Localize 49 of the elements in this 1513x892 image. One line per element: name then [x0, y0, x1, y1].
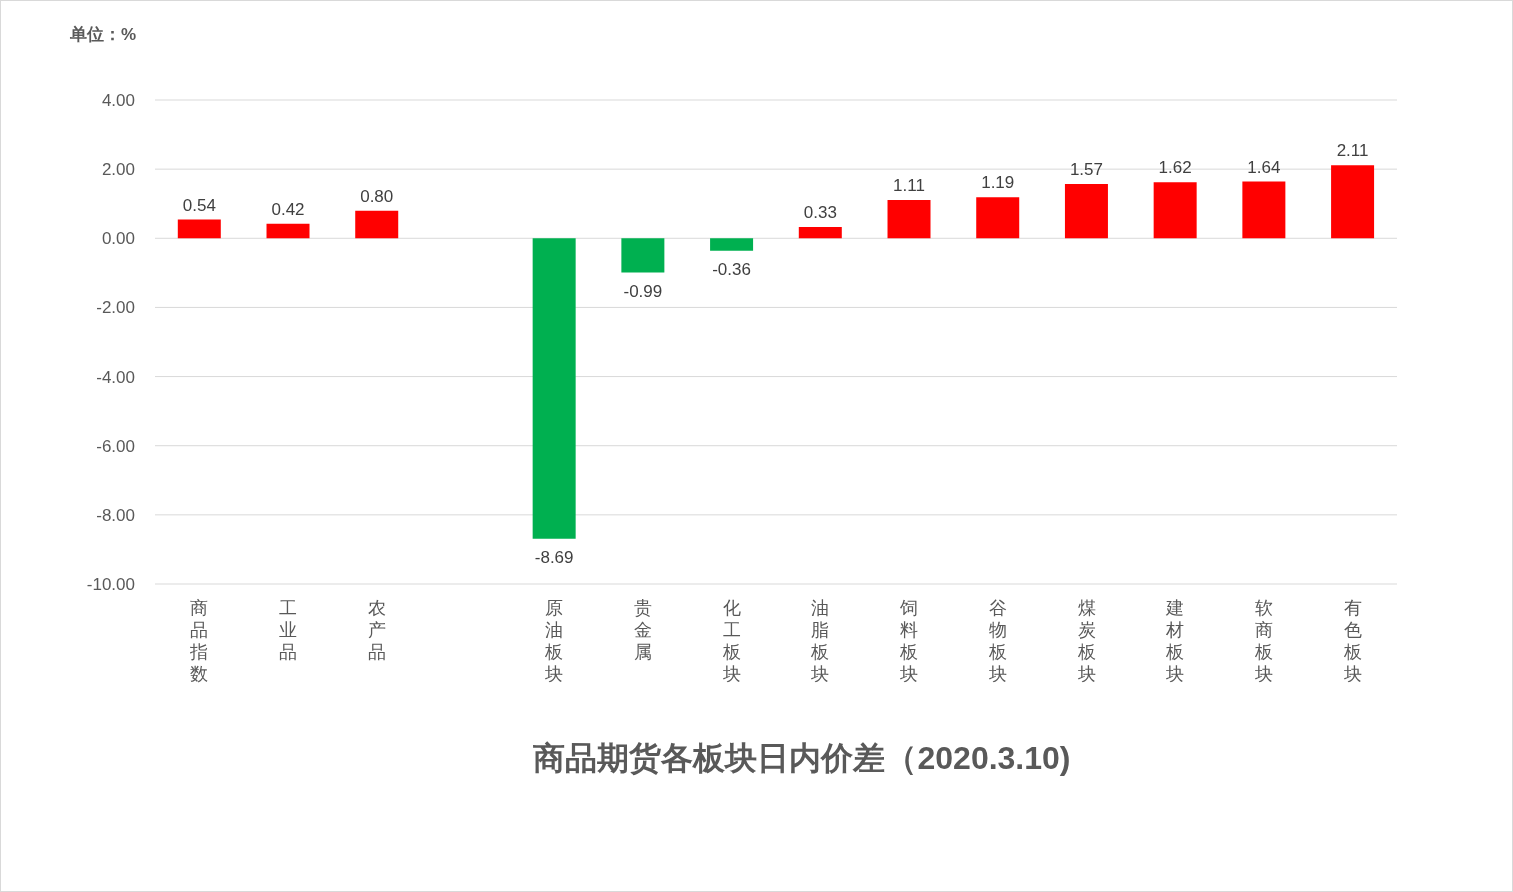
x-tick-label: 煤炭板块: [1076, 598, 1096, 684]
x-tick-label: 有色板块: [1342, 598, 1362, 684]
bar: [710, 238, 754, 251]
y-tick-label: -2.00: [96, 298, 135, 318]
x-tick-label: 贵金属: [633, 598, 652, 662]
bar: [1331, 165, 1375, 239]
x-tick-label: 谷物板块: [987, 598, 1007, 684]
data-label: 1.57: [1069, 160, 1103, 180]
bar: [887, 199, 931, 239]
data-label: -8.69: [534, 547, 574, 567]
data-label: 0.54: [182, 195, 216, 215]
x-tick-label: 饲料板块: [899, 598, 919, 684]
data-label: 1.62: [1158, 158, 1192, 178]
bar: [798, 226, 842, 239]
x-tick-label: 农产品: [367, 598, 386, 662]
bar: [1242, 181, 1286, 239]
data-label: -0.99: [623, 281, 663, 301]
data-label: 2.11: [1336, 141, 1369, 161]
data-label: -0.36: [712, 259, 751, 279]
text: 商品期货各板块日内价差（2020.3.10): [532, 739, 1072, 778]
y-tick-label: -8.00: [96, 505, 135, 525]
y-tick-label: -10.00: [86, 575, 135, 595]
data-label: 1.64: [1247, 157, 1281, 177]
bar: [355, 210, 399, 239]
bar: [266, 223, 310, 239]
data-label: 0.80: [360, 186, 394, 206]
data-label: 0.42: [271, 199, 305, 219]
data-label: 0.33: [803, 202, 837, 222]
bar: [1153, 182, 1197, 239]
y-tick-label: 2.00: [101, 160, 135, 180]
x-tick-label: 商品指数: [189, 598, 209, 684]
bar: [177, 219, 221, 239]
y-tick-label: 0.00: [101, 229, 135, 249]
bar: [1064, 184, 1108, 239]
bar: [976, 197, 1020, 239]
y-tick-label: -6.00: [96, 436, 135, 456]
x-tick-label: 软商板块: [1253, 598, 1273, 684]
data-label: 1.11: [893, 175, 925, 195]
x-tick-label: 化工板块: [721, 598, 741, 684]
x-tick-label: 原油板块: [544, 598, 564, 684]
y-axis-title: 单位：%: [70, 24, 137, 46]
x-tick-label: 油脂板块: [810, 598, 830, 684]
y-tick-label: -4.00: [96, 367, 135, 387]
x-tick-label: 建材板块: [1165, 598, 1185, 684]
bar: [532, 238, 576, 539]
data-label: 1.19: [981, 173, 1015, 193]
y-tick-label: 4.00: [101, 91, 135, 111]
bar: [621, 238, 665, 273]
x-tick-label: 工业品: [279, 598, 298, 662]
